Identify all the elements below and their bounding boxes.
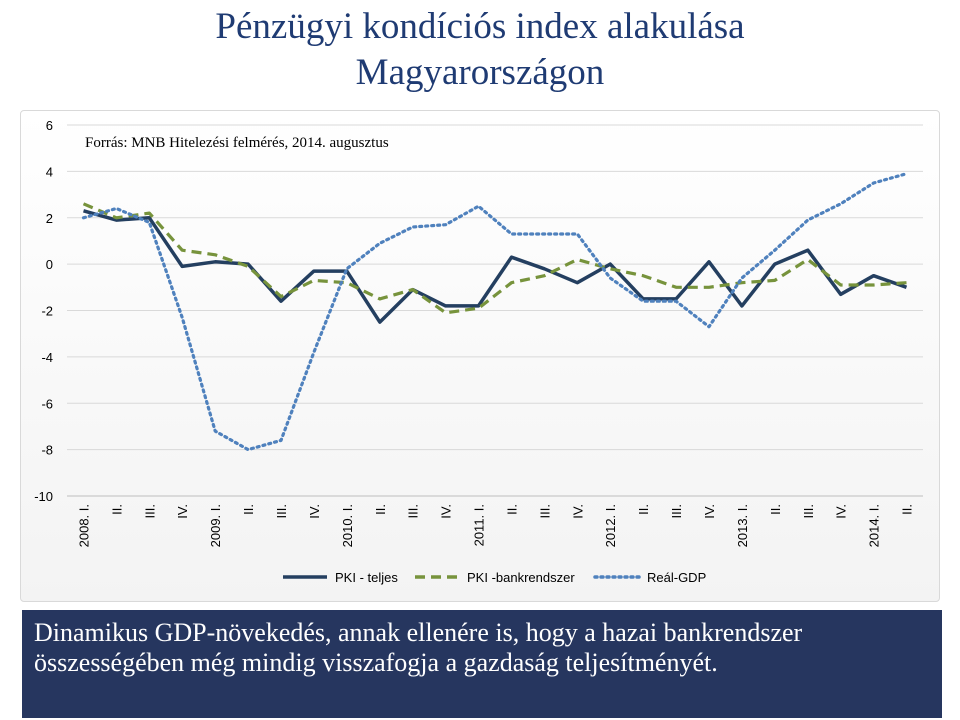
x-tick-label: III. [669,504,684,518]
x-tick-label: II. [373,504,388,515]
legend-label: Reál-GDP [647,570,706,585]
series-line [82,202,907,315]
x-tick-label: II. [109,504,124,515]
line-chart: -10 -8 -6 -4 -2 0 2 4 6 2008. I. II. III. IV. 2009. I… [34,118,923,585]
x-tick-label: IV. [175,504,190,519]
x-tick-label: II. [900,504,915,515]
chart-annotation: Forrás: MNB Hitelezési felmérés, 2014. a… [85,135,389,151]
x-tick-label: 2008. I. [76,504,91,547]
slide-title-line1: Pénzügyi kondíciós index alakulása [215,6,745,47]
x-tick-label: IV. [307,504,322,519]
x-tick-label: IV. [702,504,717,519]
y-tick-label: -6 [41,396,53,411]
series-line [83,209,908,324]
slide-title: Pénzügyi kondíciós index alakulása Magya… [0,4,960,96]
legend-label: PKI -bankrendszer [467,570,575,585]
legend-label: PKI - teljes [335,570,398,585]
x-tick-label: II. [504,504,519,515]
x-tick-label: IV. [834,504,849,519]
y-tick-label: 6 [46,118,53,133]
chart-frame: -10 -8 -6 -4 -2 0 2 4 6 2008. I. II. III. IV. 2009. I… [20,110,940,602]
x-tick-label: III. [142,504,157,518]
x-tick-label: II. [636,504,651,515]
x-tick-label: III. [274,504,289,518]
x-tick-label: 2012. I. [603,504,618,547]
y-tick-label: -10 [34,489,53,504]
x-tick-label: IV. [439,504,454,519]
x-tick-label: 2010. I. [340,504,355,547]
x-tick-label: III. [801,504,816,518]
y-tick-label: -2 [41,304,53,319]
y-tick-label: 4 [46,164,53,179]
x-tick-label: III. [537,504,552,518]
x-tick-label: 2009. I. [208,504,223,547]
x-tick-label: 2013. I. [735,504,750,547]
x-tick-label: III. [406,504,421,518]
caption-text: Dinamikus GDP-növekedés, annak ellenére … [34,618,803,677]
y-tick-label: 0 [46,257,53,272]
series-line [81,172,909,452]
x-tick-label: 2011. I. [472,504,487,546]
y-tick-label: 2 [46,211,53,226]
slide-title-line2: Magyarországon [355,52,605,93]
y-tick-label: -8 [41,443,53,458]
x-tick-label: II. [241,504,256,515]
x-tick-label: II. [768,504,783,515]
x-tick-label: IV. [570,504,585,519]
caption-box: Dinamikus GDP-növekedés, annak ellenére … [22,610,942,718]
y-tick-label: -4 [41,350,53,365]
x-tick-label: 2014. I. [867,504,882,547]
